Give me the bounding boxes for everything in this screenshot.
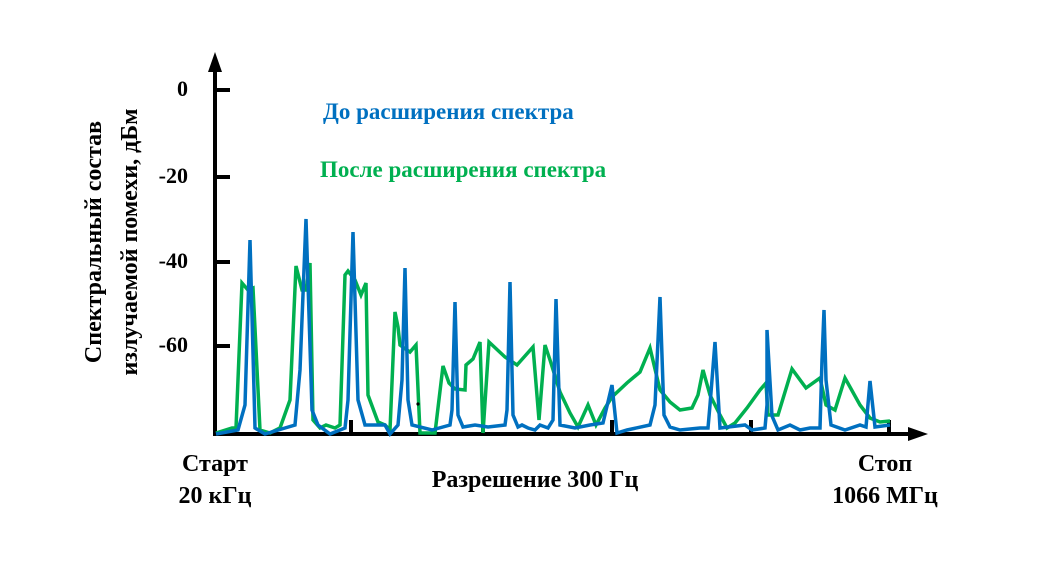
y-axis-label: Спектральный состав излучаемой помехи, д… <box>76 52 148 432</box>
x-start-line1: Старт <box>182 451 248 477</box>
y-axis-label-line2: излучаемой помехи, дБм <box>117 108 143 376</box>
x-start-label: Старт 20 кГц <box>160 448 270 512</box>
y-axis-arrow-icon <box>208 52 222 72</box>
series-after-line <box>215 262 891 435</box>
y-tick-minus40: -40 <box>158 248 188 273</box>
series-before-line <box>215 218 891 438</box>
y-axis <box>208 52 230 434</box>
x-axis-arrow-icon <box>908 427 928 441</box>
y-tick-minus20: -20 <box>158 163 188 188</box>
x-stop-label: Стоп 1066 МГц <box>810 448 960 512</box>
x-start-line2: 20 кГц <box>178 483 252 509</box>
y-tick-0: 0 <box>177 76 188 101</box>
y-tick-minus60: -60 <box>158 332 188 357</box>
legend-after: После расширения спектра <box>320 157 607 182</box>
x-stop-line1: Стоп <box>857 451 913 477</box>
x-axis-label: Разрешение 300 Гц <box>431 467 639 493</box>
x-stop-line2: 1066 МГц <box>832 483 938 509</box>
y-axis-label-line1: Спектральный состав <box>81 120 107 364</box>
legend-before: До расширения спектра <box>323 99 574 124</box>
stray-dot <box>416 402 420 406</box>
